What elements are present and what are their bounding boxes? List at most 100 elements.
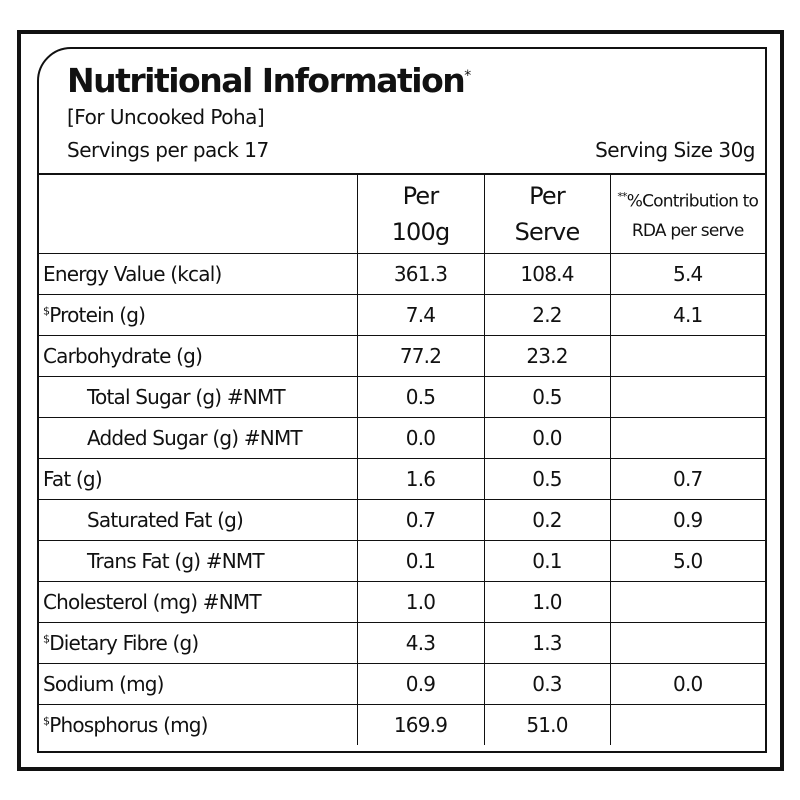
value-per-serve: 51.0: [483, 704, 611, 745]
value-rda: [609, 581, 765, 623]
col-per-serve-line1: Per: [529, 182, 566, 210]
rda-value: 0.0: [673, 672, 703, 696]
table-row: Sodium (mg) 0.9 0.3 0.0: [39, 663, 765, 705]
per-100g-value: 361.3: [393, 262, 448, 286]
value-rda: 0.9: [609, 499, 765, 541]
value-per-100g: 169.9: [356, 704, 485, 745]
per-serve-value: 1.0: [532, 590, 562, 614]
panel-header: Nutritional Information* [For Uncooked P…: [39, 49, 765, 175]
nutrient-label: Total Sugar (g) #NMT: [87, 385, 286, 409]
nutrient-name: Added Sugar (g) #NMT: [39, 417, 358, 459]
per-100g-value: 169.9: [393, 713, 448, 737]
value-per-100g: 0.7: [356, 499, 485, 541]
value-per-100g: 7.4: [356, 294, 485, 336]
per-serve-value: 0.0: [532, 426, 562, 450]
rda-value: 4.1: [673, 303, 703, 327]
nutrient-label: Fat (g): [43, 467, 103, 491]
nutrient-name: $Dietary Fibre (g): [39, 622, 358, 664]
col-rda-line1: **%Contribution to: [611, 182, 766, 217]
nutrient-footnote-mark: $: [43, 304, 50, 318]
rda-value: 5.0: [673, 549, 703, 573]
table-row: Energy Value (kcal) 361.3 108.4 5.4: [39, 253, 765, 295]
title-text: Nutritional Information: [67, 61, 466, 100]
nutrient-name: $Protein (g): [39, 294, 358, 336]
value-rda: 4.1: [609, 294, 765, 336]
per-serve-value: 108.4: [520, 262, 574, 286]
value-per-serve: 23.2: [483, 335, 611, 377]
nutrient-label: Added Sugar (g) #NMT: [87, 426, 303, 450]
nutrient-label: Sodium (mg): [43, 672, 164, 696]
rda-value: 0.9: [673, 508, 703, 532]
value-rda: [609, 335, 765, 377]
value-per-100g: 77.2: [356, 335, 485, 377]
value-per-100g: 4.3: [356, 622, 485, 664]
per-serve-value: 0.5: [532, 385, 562, 409]
title-footnote-mark: *: [464, 68, 471, 84]
servings-per-pack: Servings per pack 17: [67, 138, 269, 162]
nutrient-label: Trans Fat (g) #NMT: [87, 549, 265, 573]
value-per-100g: 361.3: [356, 253, 485, 295]
label-frame: [17, 30, 784, 771]
nutrient-footnote-mark: $: [43, 632, 50, 646]
value-rda: 0.7: [609, 458, 765, 500]
value-per-serve: 0.1: [483, 540, 611, 582]
value-per-100g: 0.5: [356, 376, 485, 418]
nutrient-label: Cholesterol (mg) #NMT: [43, 590, 262, 614]
nutrient-name: $Phosphorus (mg): [39, 704, 358, 745]
value-per-serve: 0.2: [483, 499, 611, 541]
nutrient-name: Energy Value (kcal): [39, 253, 358, 295]
table-row: $Phosphorus (mg) 169.9 51.0: [39, 704, 765, 745]
value-rda: 5.4: [609, 253, 765, 295]
serving-size: Serving Size 30g: [595, 138, 755, 162]
nutrient-name: Cholesterol (mg) #NMT: [39, 581, 358, 623]
table-row: Added Sugar (g) #NMT 0.0 0.0: [39, 417, 765, 459]
rda-footnote-mark: **: [617, 189, 627, 203]
nutrition-panel: Nutritional Information* [For Uncooked P…: [37, 47, 767, 753]
table-row: Cholesterol (mg) #NMT 1.0 1.0: [39, 581, 765, 623]
per-100g-value: 1.6: [405, 467, 436, 491]
rda-line1-text: %Contribution to: [626, 191, 759, 212]
nutrient-name: Carbohydrate (g): [39, 335, 358, 377]
per-100g-value: 1.0: [405, 590, 436, 614]
per-serve-value: 1.3: [532, 631, 562, 655]
per-100g-value: 0.7: [405, 508, 436, 532]
per-100g-value: 77.2: [399, 344, 442, 368]
value-per-serve: 1.3: [483, 622, 611, 664]
rda-value: 0.7: [673, 467, 703, 491]
table-row: $Protein (g) 7.4 2.2 4.1: [39, 294, 765, 336]
table-row: Carbohydrate (g) 77.2 23.2: [39, 335, 765, 377]
value-per-serve: 2.2: [483, 294, 611, 336]
value-rda: 0.0: [609, 663, 765, 705]
value-per-serve: 1.0: [483, 581, 611, 623]
nutrient-label: Saturated Fat (g): [87, 508, 244, 532]
table-row: $Dietary Fibre (g) 4.3 1.3: [39, 622, 765, 664]
nutrient-name: Saturated Fat (g): [39, 499, 358, 541]
value-per-serve: 108.4: [483, 253, 611, 295]
nutrition-table: Per 100g Per Serve **%Contribution to RDA p…: [39, 175, 765, 745]
value-per-100g: 0.1: [356, 540, 485, 582]
per-serve-value: 0.5: [532, 467, 562, 491]
nutrient-label: Dietary Fibre (g): [49, 631, 199, 655]
value-per-serve: 0.5: [483, 458, 611, 500]
per-100g-value: 0.0: [405, 426, 436, 450]
value-per-100g: 0.9: [356, 663, 485, 705]
nutrient-label: Carbohydrate (g): [43, 344, 203, 368]
per-serve-value: 0.2: [532, 508, 562, 532]
nutrient-name: Fat (g): [39, 458, 358, 500]
table-row: Saturated Fat (g) 0.7 0.2 0.9: [39, 499, 765, 541]
value-rda: 5.0: [609, 540, 765, 582]
subtitle: [For Uncooked Poha]: [67, 105, 265, 129]
value-rda: [609, 622, 765, 664]
col-rda-line2: RDA per serve: [631, 221, 745, 242]
nutrient-name: Total Sugar (g) #NMT: [39, 376, 358, 418]
per-100g-value: 0.1: [405, 549, 436, 573]
nutrient-label: Energy Value (kcal): [43, 262, 222, 286]
nutrient-label: Protein (g): [49, 303, 146, 327]
per-100g-value: 0.5: [405, 385, 436, 409]
nutrient-name: Trans Fat (g) #NMT: [39, 540, 358, 582]
col-per-100g: Per 100g: [356, 175, 485, 254]
table-header-row: Per 100g Per Serve **%Contribution to RDA p…: [39, 175, 765, 254]
per-serve-value: 0.3: [532, 672, 562, 696]
per-serve-value: 2.2: [532, 303, 562, 327]
value-rda: [609, 704, 765, 745]
